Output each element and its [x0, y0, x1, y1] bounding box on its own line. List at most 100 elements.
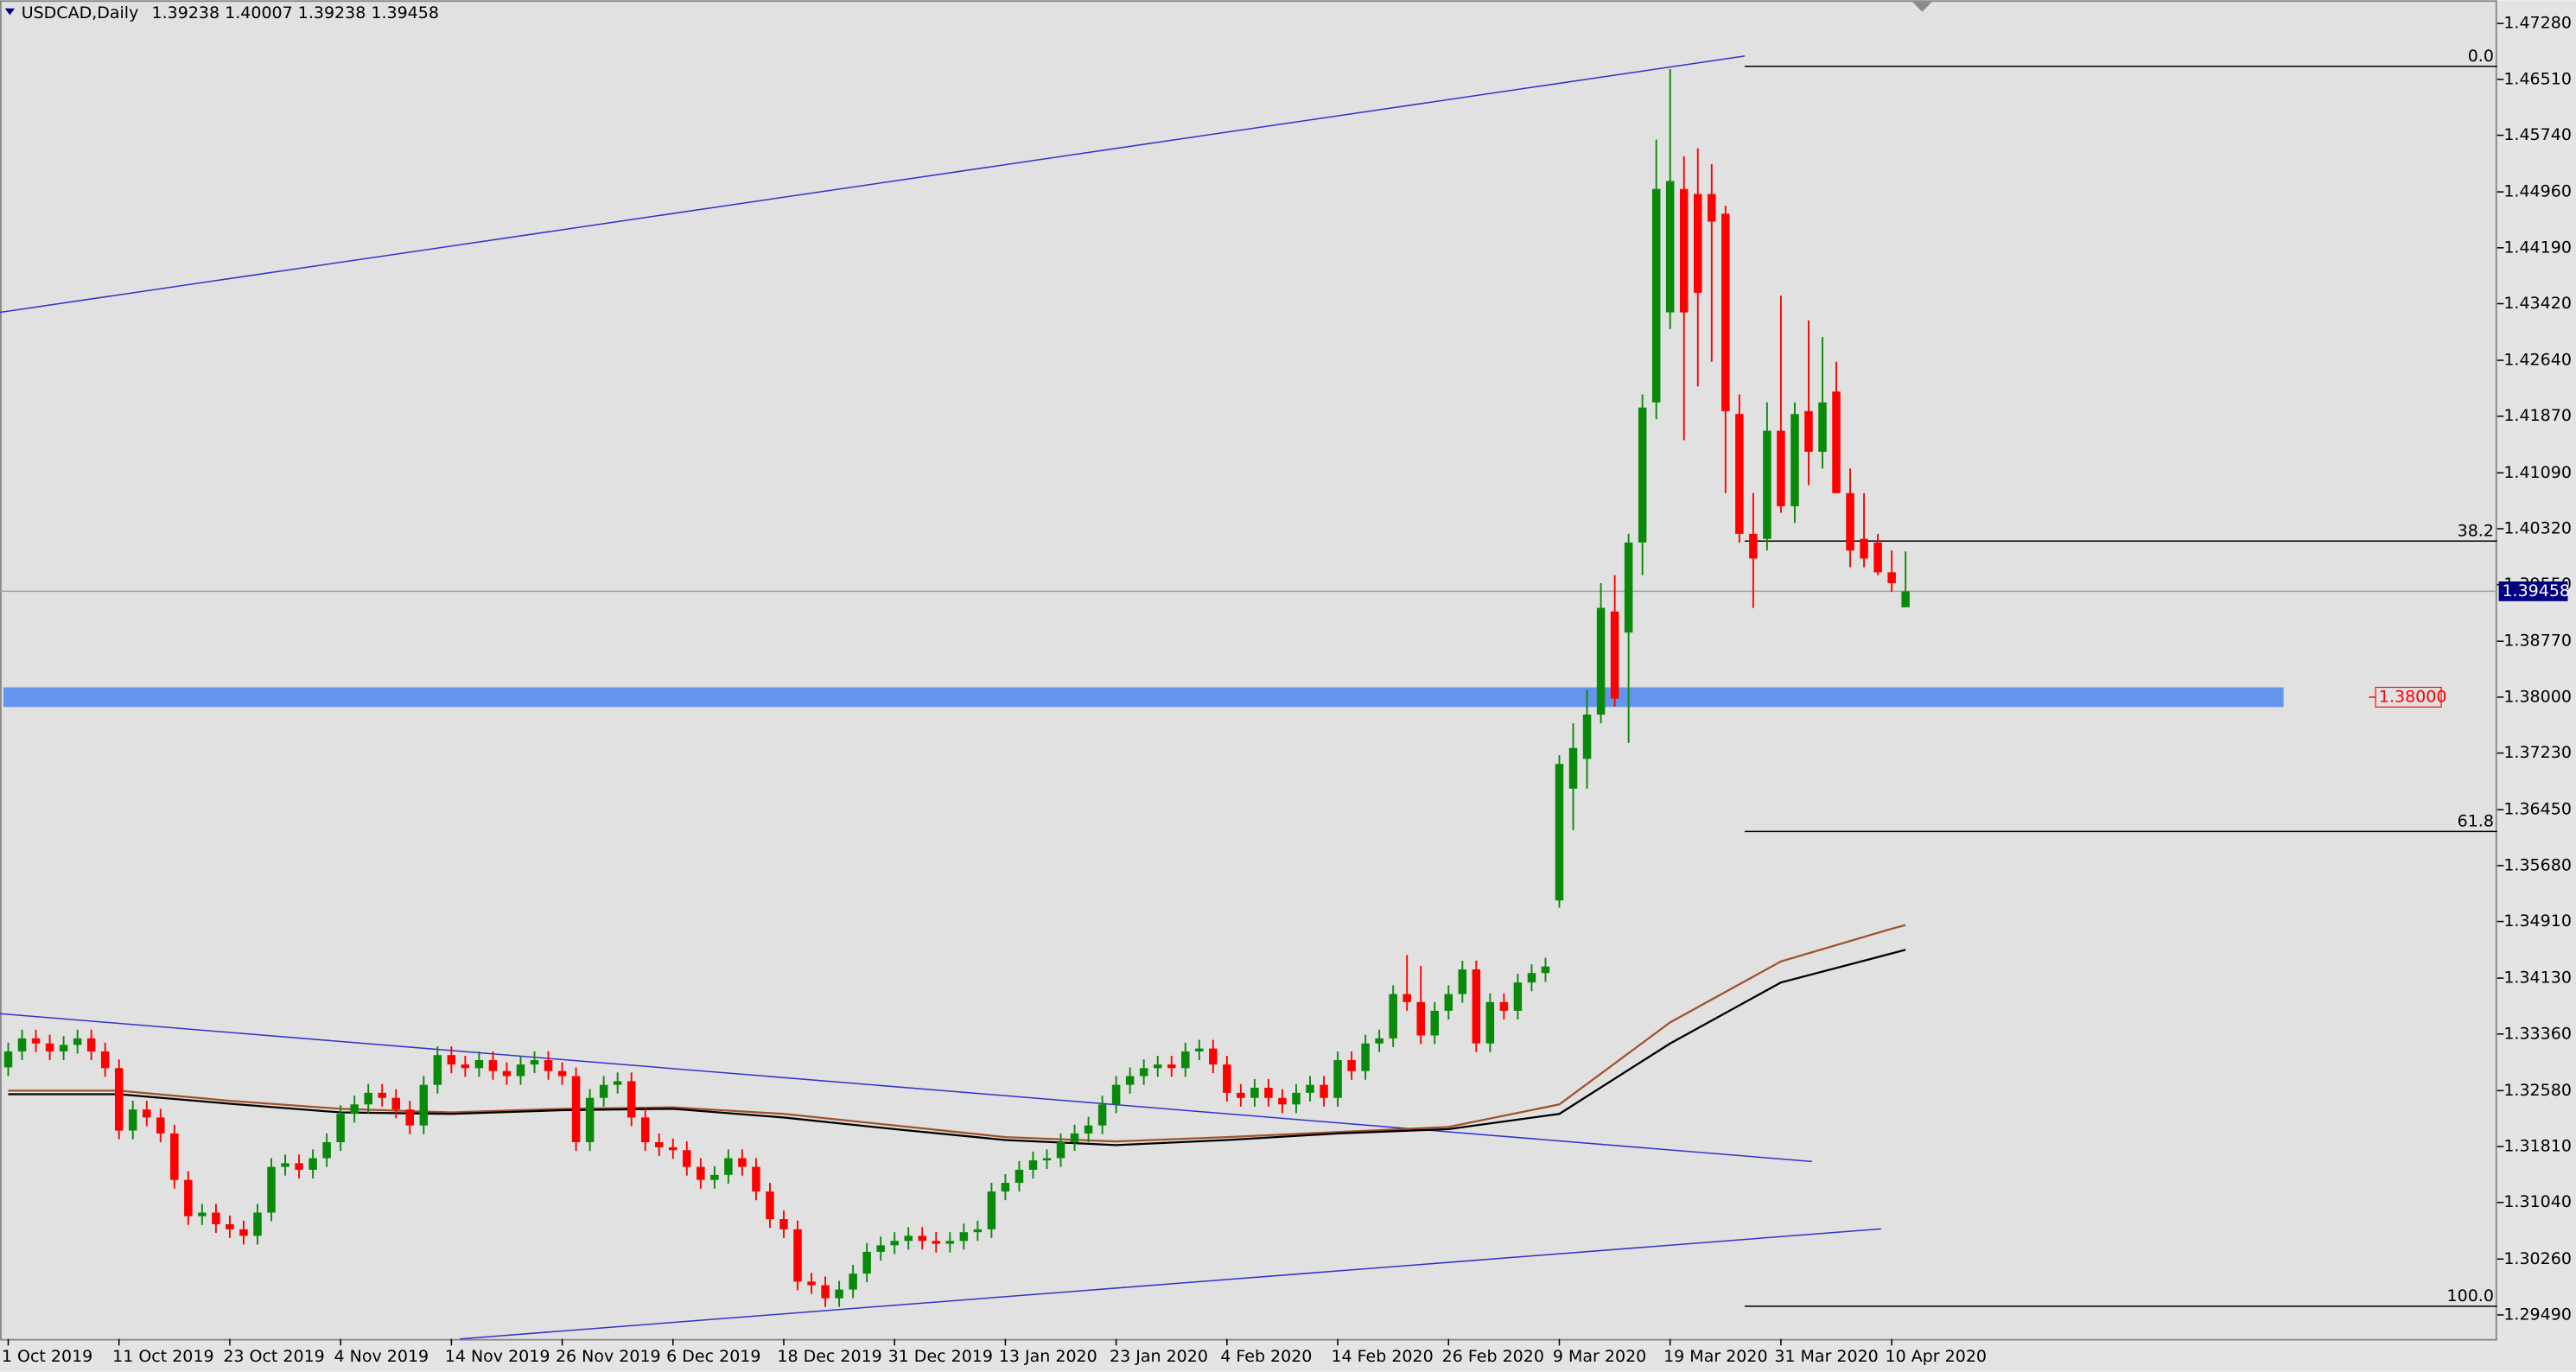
y-tick-label: 1.44190 [2503, 238, 2572, 257]
candle-body [1527, 973, 1536, 983]
candle-body [1846, 492, 1854, 551]
candle-body [1679, 188, 1689, 313]
candle-body [932, 1241, 941, 1244]
y-tick-label: 1.41870 [2503, 406, 2572, 425]
candle-body [1375, 1038, 1383, 1044]
candle-body [1694, 194, 1702, 293]
candle-body [1721, 213, 1730, 411]
candle-body [143, 1109, 151, 1118]
candle-body [405, 1109, 415, 1126]
support-label: 1.38000 [2379, 687, 2447, 706]
support-band [3, 687, 2284, 708]
candle-body [378, 1092, 386, 1098]
candle-body [45, 1043, 54, 1051]
current-price-label: 1.39458 [2502, 581, 2570, 600]
candle-body [1195, 1048, 1204, 1051]
candle-body [1555, 764, 1564, 901]
candle-body [364, 1092, 372, 1105]
candle-body [1610, 611, 1619, 699]
candle-body [876, 1245, 885, 1252]
candle-body [918, 1235, 927, 1242]
candle-body [31, 1038, 41, 1044]
candle-body [322, 1141, 331, 1159]
y-tick-label: 1.31810 [2503, 1137, 2572, 1156]
candle-body [1306, 1084, 1314, 1093]
fib-label: 61.8 [2458, 811, 2494, 830]
candle-body [100, 1051, 110, 1069]
candle-body [1804, 410, 1813, 452]
x-tick-label: 14 Feb 2020 [1331, 1347, 1433, 1366]
candle-body [350, 1104, 359, 1115]
candle-body [1818, 402, 1827, 452]
candle-body [1777, 430, 1785, 506]
candle-body [987, 1191, 996, 1229]
candle-body [904, 1235, 913, 1242]
candle-body [128, 1109, 137, 1131]
candle-body [1749, 533, 1758, 559]
x-tick-label: 18 Dec 2019 [777, 1347, 881, 1366]
candle-body [184, 1179, 193, 1216]
x-tick-label: 26 Feb 2020 [1442, 1347, 1544, 1366]
candle-body [1278, 1097, 1287, 1105]
shift-marker[interactable] [1911, 2, 1932, 12]
candle-body [544, 1060, 553, 1071]
y-tick-label: 1.45740 [2503, 125, 2572, 144]
y-tick-label: 1.40320 [2503, 518, 2572, 537]
candle-body [73, 1038, 82, 1045]
candle-body [807, 1281, 816, 1286]
x-tick-label: 9 Mar 2020 [1553, 1347, 1646, 1366]
candle-body [1568, 747, 1578, 789]
candle-body [793, 1229, 802, 1282]
candle-body [1596, 607, 1606, 715]
candle-body [1292, 1092, 1301, 1105]
candle-body [1763, 430, 1771, 539]
candle-body [1014, 1169, 1024, 1184]
quote: 1.39238 1.40007 1.39238 1.39458 [152, 3, 439, 22]
candle-body [1333, 1060, 1342, 1098]
candle-body [640, 1117, 650, 1142]
chart-title: USDCAD,Daily [22, 3, 139, 22]
candle-body [585, 1097, 595, 1142]
trend-line [0, 55, 1746, 314]
candle-body [738, 1158, 747, 1167]
plot-area [0, 0, 2497, 1341]
candle-body [170, 1133, 179, 1180]
candle-body [419, 1084, 429, 1126]
x-tick-label: 11 Oct 2019 [112, 1347, 213, 1366]
candle-body [1237, 1092, 1245, 1098]
x-tick-label: 4 Nov 2019 [334, 1347, 429, 1366]
support-label-box [2375, 686, 2442, 708]
candle-body [959, 1232, 969, 1242]
candle-body [557, 1070, 567, 1077]
candle-body [86, 1038, 96, 1051]
candle-body [295, 1163, 303, 1170]
candle-body [1887, 572, 1896, 583]
candle-body [1430, 1010, 1440, 1036]
candle-body [1499, 1001, 1509, 1011]
y-tick-label: 1.35680 [2503, 855, 2572, 874]
candle-body [1347, 1060, 1356, 1071]
candle-body [683, 1150, 691, 1167]
x-tick-label: 23 Jan 2020 [1110, 1347, 1208, 1366]
candle-body [1790, 414, 1799, 506]
candle-body [1250, 1087, 1259, 1098]
x-tick-label: 23 Oct 2019 [223, 1347, 324, 1366]
candle-body [1832, 391, 1841, 493]
candle-body [1223, 1064, 1231, 1093]
candle-body [461, 1064, 470, 1069]
x-tick-label: 13 Jan 2020 [999, 1347, 1097, 1366]
candle-body [1181, 1051, 1190, 1069]
y-tick-label: 1.43420 [2503, 294, 2572, 313]
y-tick-label: 1.38770 [2503, 632, 2572, 651]
symbol-menu-icon[interactable] [4, 8, 16, 16]
y-tick-label: 1.33360 [2503, 1024, 2572, 1043]
candle-body [1860, 538, 1868, 559]
x-tick-label: 4 Feb 2020 [1220, 1347, 1312, 1366]
y-tick-label: 1.46510 [2503, 69, 2572, 88]
candle-body [724, 1158, 733, 1175]
candle-body [267, 1166, 276, 1213]
candle-body [530, 1060, 539, 1065]
candle-body [752, 1166, 760, 1192]
y-tick-label: 1.37230 [2503, 743, 2572, 762]
